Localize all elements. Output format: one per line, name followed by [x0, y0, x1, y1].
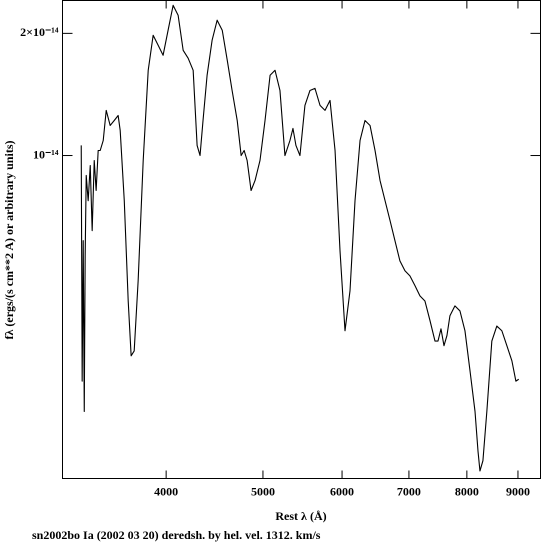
x-tick-label: 5000: [251, 484, 275, 498]
caption: sn2002bo Ia (2002 03 20) deredsh. by hel…: [32, 528, 321, 542]
y-tick-label: 2×10⁻¹⁴: [20, 25, 59, 39]
x-tick-label: 8000: [455, 484, 479, 498]
x-tick-label: 9000: [506, 484, 530, 498]
y-tick-label: 10⁻¹⁴: [33, 147, 59, 161]
x-tick-label: 7000: [397, 484, 421, 498]
x-axis-label: Rest λ (Å): [275, 509, 326, 523]
x-tick-label: 6000: [330, 484, 354, 498]
x-tick-label: 4000: [154, 484, 178, 498]
plot-frame: [62, 0, 541, 479]
y-axis-label: fλ (ergs/(s cm**2 A) or arbitrary units): [2, 141, 16, 340]
spectrum-line: [80, 4, 520, 472]
